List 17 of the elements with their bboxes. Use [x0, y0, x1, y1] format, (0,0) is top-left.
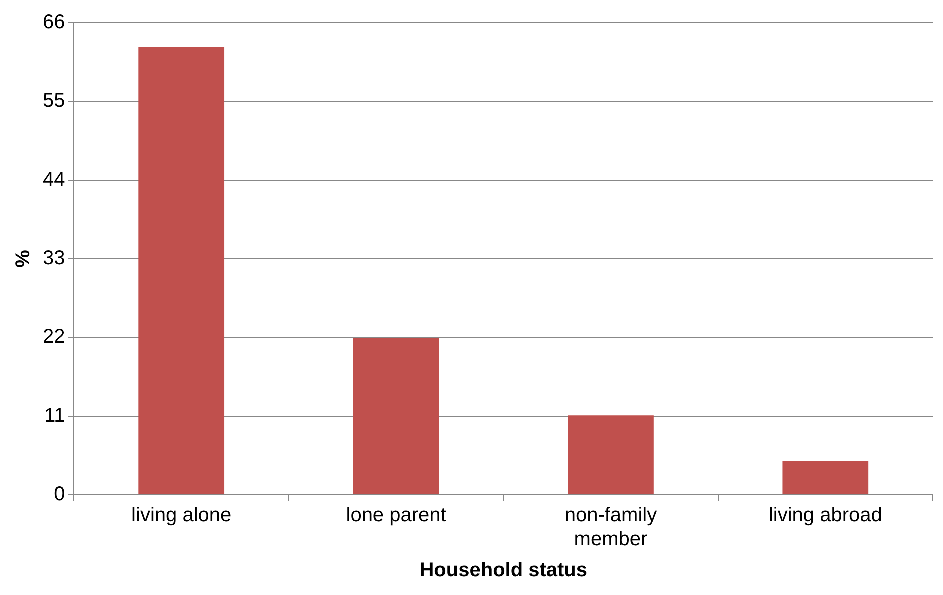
bar [568, 416, 654, 494]
bar [782, 461, 869, 494]
y-tick-label: 44 [42, 168, 66, 191]
x-tick-label: living alone [132, 504, 232, 527]
y-tick-label: 11 [44, 404, 66, 427]
y-tick-label: 55 [42, 90, 66, 112]
y-tick-label: 22 [42, 326, 66, 348]
x-axis-title: Household status [420, 560, 588, 582]
x-tick-label: lone parent [346, 504, 447, 527]
y-tick-label: 66 [42, 12, 66, 34]
bar [353, 338, 440, 494]
x-tick-label: non-family member [564, 504, 658, 551]
y-tick-label: 0 [54, 484, 66, 506]
bar [138, 47, 225, 494]
y-tick-label: 33 [42, 248, 66, 270]
x-tick-label: living abroad [768, 504, 882, 527]
y-axis-title: % [12, 250, 35, 268]
